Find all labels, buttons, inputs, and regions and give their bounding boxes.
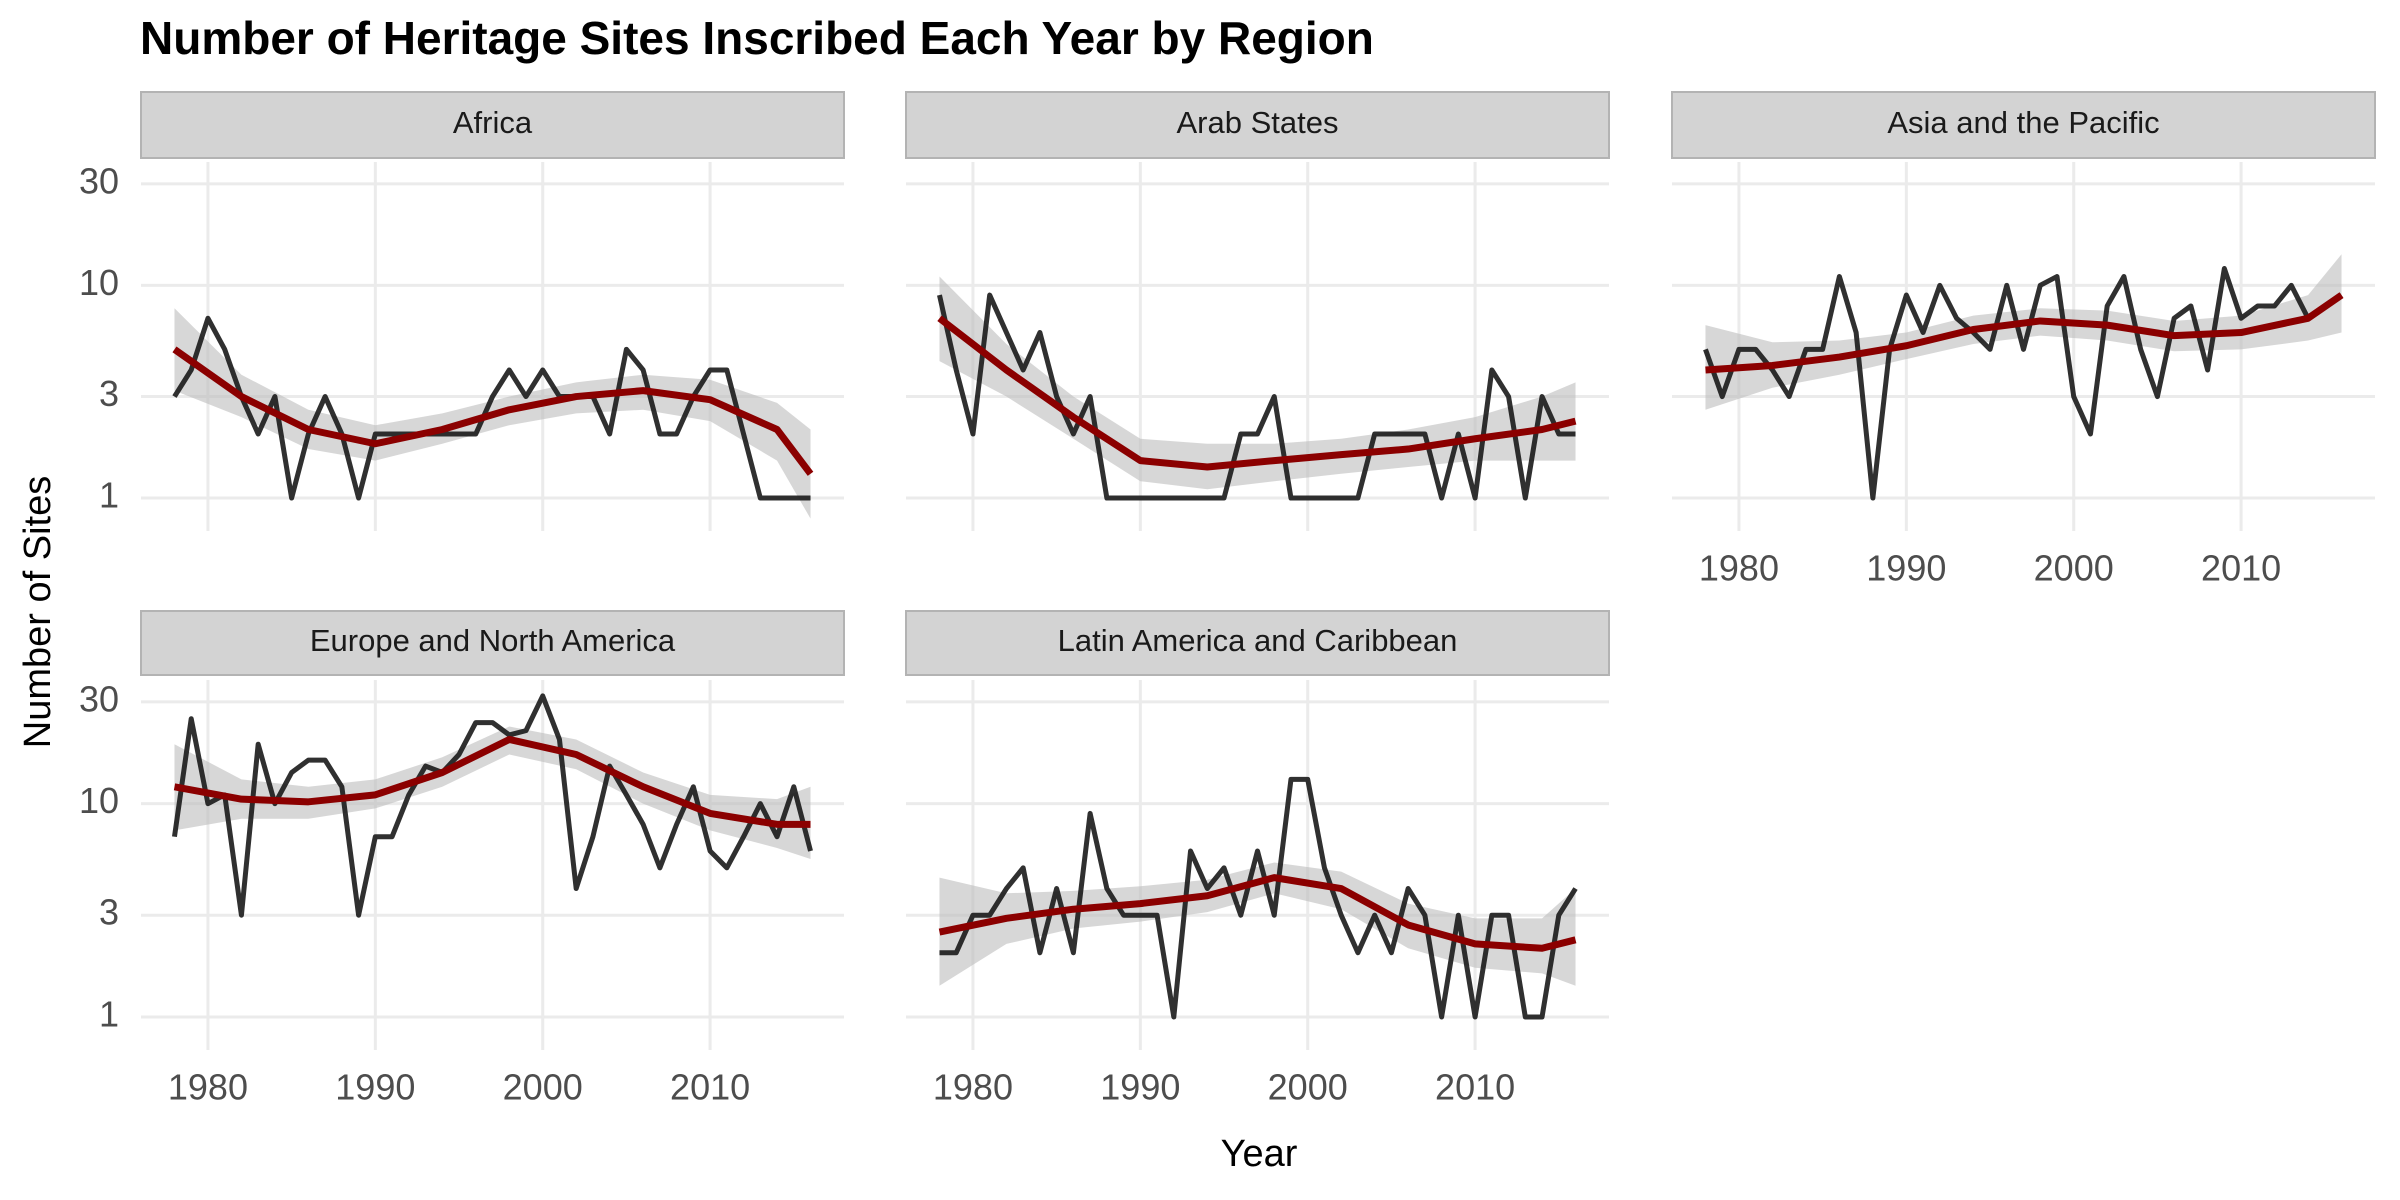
strip-text: Africa (453, 105, 533, 140)
y-tick-label: 30 (79, 160, 119, 201)
strip-text: Latin America and Caribbean (1058, 623, 1458, 658)
trend-line (173, 735, 811, 828)
x-tick-label: 1980 (168, 1067, 248, 1108)
x-axis-title: Year (1221, 1133, 1298, 1175)
x-tick-label: 1990 (1866, 548, 1946, 589)
y-tick-label: 1 (99, 993, 119, 1034)
x-tick-label: 2010 (1435, 1067, 1515, 1108)
trend-line (1705, 292, 2344, 374)
x-tick-label: 1990 (335, 1067, 415, 1108)
y-tick-label: 10 (79, 780, 119, 821)
x-tick-label: 2010 (2201, 548, 2281, 589)
strip (905, 91, 1610, 159)
y-tick-label: 30 (79, 678, 119, 719)
strip (140, 610, 845, 676)
strip-text: Europe and North America (310, 623, 676, 658)
strip (905, 610, 1610, 676)
data-line (1703, 265, 2343, 501)
trend-line (938, 874, 1577, 952)
y-axis-title: Number of Sites (17, 476, 59, 748)
data-line (172, 315, 811, 501)
y-tick-label: 3 (99, 892, 119, 933)
y-tick-label: 10 (79, 262, 119, 303)
y-tick-label: 3 (99, 373, 119, 414)
data-line (937, 292, 1576, 501)
strip (1671, 91, 2376, 159)
x-tick-label: 1980 (1699, 548, 1779, 589)
x-tick-label: 2010 (670, 1067, 750, 1108)
confidence-band (174, 726, 811, 860)
strip (140, 91, 845, 159)
data-line (172, 693, 813, 918)
y-tick-label: 1 (99, 475, 119, 516)
trend-line (937, 315, 1577, 471)
strip-text: Asia and the Pacific (1887, 105, 2159, 140)
confidence-band (939, 862, 1576, 986)
chart-title: Number of Heritage Sites Inscribed Each … (140, 12, 1374, 64)
x-tick-label: 1990 (1100, 1067, 1180, 1108)
x-tick-label: 1980 (933, 1067, 1013, 1108)
x-tick-label: 2000 (2034, 548, 2114, 589)
trend-line (172, 346, 814, 476)
x-tick-label: 2000 (503, 1067, 583, 1108)
data-line (939, 776, 1578, 1020)
x-tick-label: 2000 (1268, 1067, 1348, 1108)
confidence-band (1705, 254, 2342, 410)
strip-text: Arab States (1177, 105, 1339, 140)
